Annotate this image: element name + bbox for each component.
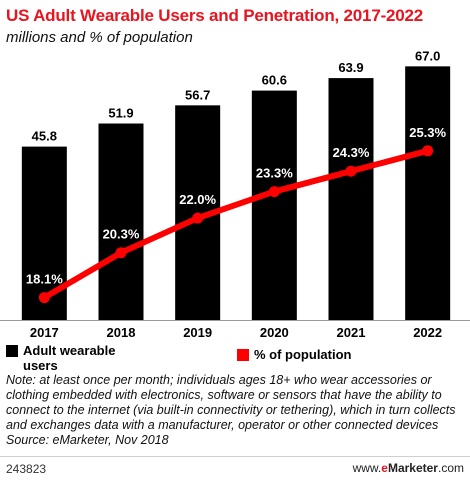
line-label-2022: 25.3% bbox=[409, 125, 446, 140]
x-tick-label-2021: 2021 bbox=[337, 325, 366, 340]
x-tick-label-2022: 2022 bbox=[413, 325, 442, 340]
chart-notes: Note: at least once per month; individua… bbox=[6, 373, 466, 448]
line-label-2018: 20.3% bbox=[103, 227, 140, 242]
chart-subtitle: millions and % of population bbox=[6, 29, 193, 46]
source-text: Source: eMarketer, Nov 2018 bbox=[6, 433, 169, 447]
bar-label-2022: 67.0 bbox=[415, 48, 440, 63]
x-tick-label-2018: 2018 bbox=[107, 325, 136, 340]
line-point-2021 bbox=[345, 165, 357, 177]
line-point-2018 bbox=[115, 247, 127, 259]
line-label-2020: 23.3% bbox=[256, 166, 293, 181]
brand-e: e bbox=[381, 461, 388, 475]
bar-label-2018: 51.9 bbox=[108, 106, 133, 121]
bar-2018 bbox=[98, 123, 144, 321]
line-point-2019 bbox=[192, 212, 204, 224]
legend-label-line: % of population bbox=[254, 347, 352, 362]
x-tick-label-2017: 2017 bbox=[30, 325, 59, 340]
x-tick-label-2019: 2019 bbox=[183, 325, 212, 340]
line-population bbox=[41, 147, 431, 301]
bar-label-2017: 45.8 bbox=[32, 129, 57, 144]
footer-divider bbox=[0, 456, 470, 457]
chart-area: 45.8 51.9 56.7 60.6 63.9 67.0 2017 2018 2019 2020… bbox=[0, 48, 470, 340]
brand-suffix: .com bbox=[437, 461, 464, 475]
line-point-2020 bbox=[268, 186, 280, 198]
x-tick-label-2020: 2020 bbox=[260, 325, 289, 340]
line-label-2021: 24.3% bbox=[333, 145, 370, 160]
brand-name: Marketer bbox=[387, 461, 438, 475]
brand-logo: www.eMarketer.com bbox=[353, 461, 464, 475]
bar-2020 bbox=[251, 90, 297, 320]
line-label-2019: 22.0% bbox=[179, 192, 216, 207]
line-point-2017 bbox=[38, 292, 50, 304]
bar-label-2020: 60.6 bbox=[262, 73, 287, 88]
legend-swatch-line bbox=[237, 349, 249, 361]
legend-label-bars: Adult wearable users bbox=[23, 343, 116, 373]
bar-label-2021: 63.9 bbox=[338, 60, 363, 75]
note-text: Note: at least once per month; individua… bbox=[6, 373, 456, 432]
line-point-2022 bbox=[422, 145, 434, 157]
chart-id: 243823 bbox=[6, 462, 47, 476]
brand-prefix: www. bbox=[352, 461, 382, 475]
legend-swatch-bars bbox=[6, 345, 18, 357]
chart-title: US Adult Wearable Users and Penetration,… bbox=[6, 6, 424, 25]
bar-2021 bbox=[328, 78, 374, 320]
bar-2022 bbox=[405, 66, 451, 320]
bar-label-2019: 56.7 bbox=[185, 87, 210, 102]
line-label-2017: 18.1% bbox=[26, 272, 63, 287]
